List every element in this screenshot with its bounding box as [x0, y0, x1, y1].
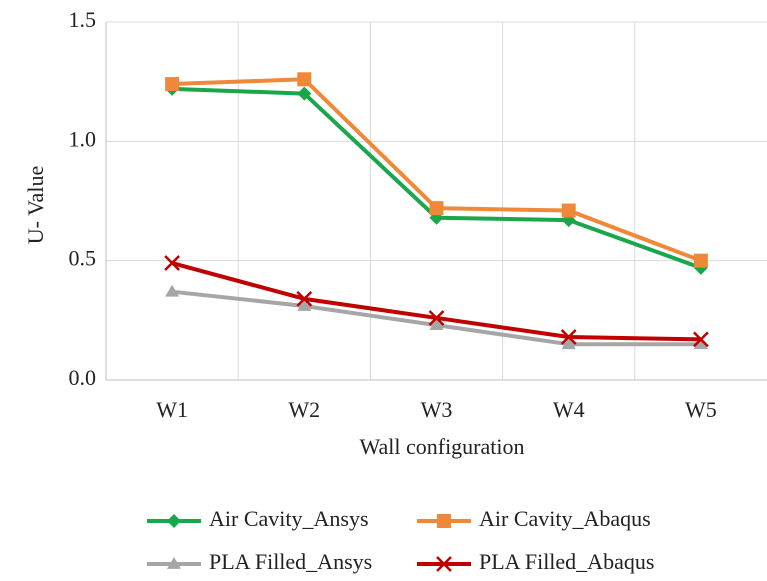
legend-item: PLA Filled_Ansys	[147, 549, 372, 574]
marker	[297, 299, 312, 311]
x-tick-label: W3	[421, 397, 453, 422]
x-tick-label: W4	[553, 397, 585, 422]
series-line	[172, 77, 702, 263]
marker	[437, 514, 451, 528]
legend-item: Air Cavity_Ansys	[147, 506, 369, 531]
marker	[561, 203, 576, 218]
marker	[165, 77, 180, 92]
marker	[167, 514, 181, 528]
marker	[693, 331, 709, 348]
y-tick-label: 0.5	[69, 246, 97, 271]
y-tick-label: 1.5	[69, 7, 97, 32]
marker	[693, 337, 708, 350]
legend-item: PLA Filled_Abaqus	[417, 549, 654, 574]
legend-item: Air Cavity_Abaqus	[417, 506, 651, 531]
marker	[560, 329, 577, 345]
marker	[429, 201, 444, 216]
y-axis-title: U- Value	[23, 166, 48, 244]
marker	[297, 86, 312, 101]
x-axis-title: Wall configuration	[359, 434, 524, 459]
y-tick-label: 0.0	[69, 365, 97, 390]
marker	[296, 290, 313, 307]
marker	[165, 284, 180, 297]
y-tick-label: 1.0	[69, 126, 97, 151]
marker	[428, 310, 445, 326]
legend-label: Air Cavity_Abaqus	[479, 506, 651, 531]
x-tick-label: W2	[288, 397, 320, 422]
marker	[429, 318, 444, 331]
marker	[164, 255, 180, 271]
marker	[693, 253, 708, 268]
marker	[561, 337, 576, 350]
marker	[167, 557, 181, 569]
legend-label: PLA Filled_Ansys	[209, 549, 372, 574]
marker	[436, 556, 452, 572]
marker	[297, 72, 312, 87]
x-tick-label: W1	[156, 397, 188, 422]
legend-label: PLA Filled_Abaqus	[479, 549, 654, 574]
x-tick-label: W5	[685, 397, 717, 422]
series-line	[172, 86, 702, 270]
legend-label: Air Cavity_Ansys	[209, 506, 369, 531]
